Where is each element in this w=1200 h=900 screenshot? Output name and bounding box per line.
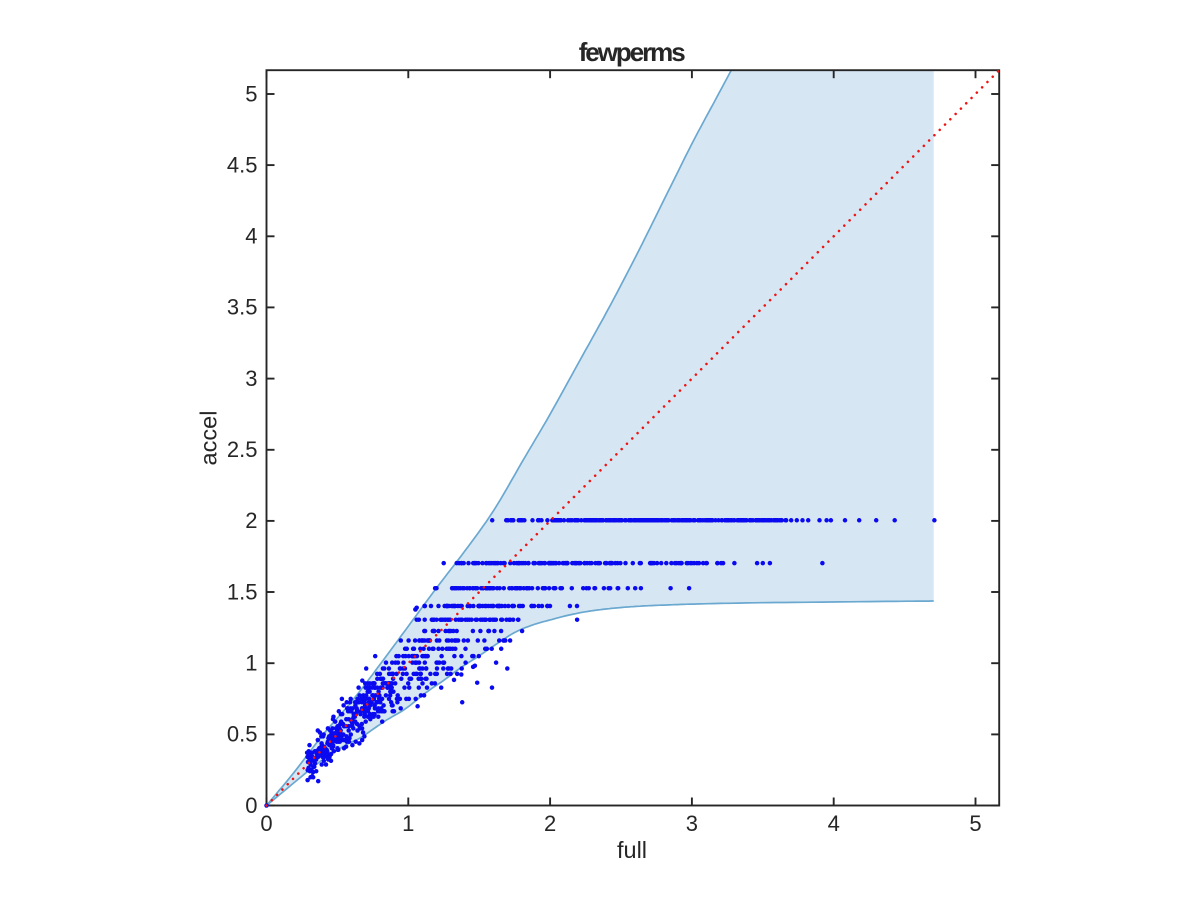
- svg-text:fewperms: fewperms: [579, 37, 686, 67]
- svg-text:5: 5: [245, 81, 257, 106]
- svg-text:accel: accel: [196, 411, 222, 466]
- svg-text:4: 4: [245, 224, 257, 249]
- svg-text:0: 0: [260, 811, 272, 836]
- svg-text:1: 1: [402, 811, 414, 836]
- svg-text:2: 2: [245, 508, 257, 533]
- svg-text:2.5: 2.5: [227, 437, 258, 462]
- svg-text:1.5: 1.5: [227, 579, 258, 604]
- svg-text:2: 2: [544, 811, 556, 836]
- svg-text:3.5: 3.5: [227, 295, 258, 320]
- svg-text:0.5: 0.5: [227, 722, 258, 747]
- svg-text:full: full: [617, 837, 647, 863]
- svg-text:3: 3: [245, 366, 257, 391]
- svg-text:3: 3: [686, 811, 698, 836]
- svg-text:1: 1: [245, 651, 257, 676]
- svg-text:5: 5: [969, 811, 981, 836]
- svg-text:4.5: 4.5: [227, 152, 258, 177]
- svg-text:4: 4: [828, 811, 840, 836]
- svg-text:0: 0: [245, 793, 257, 818]
